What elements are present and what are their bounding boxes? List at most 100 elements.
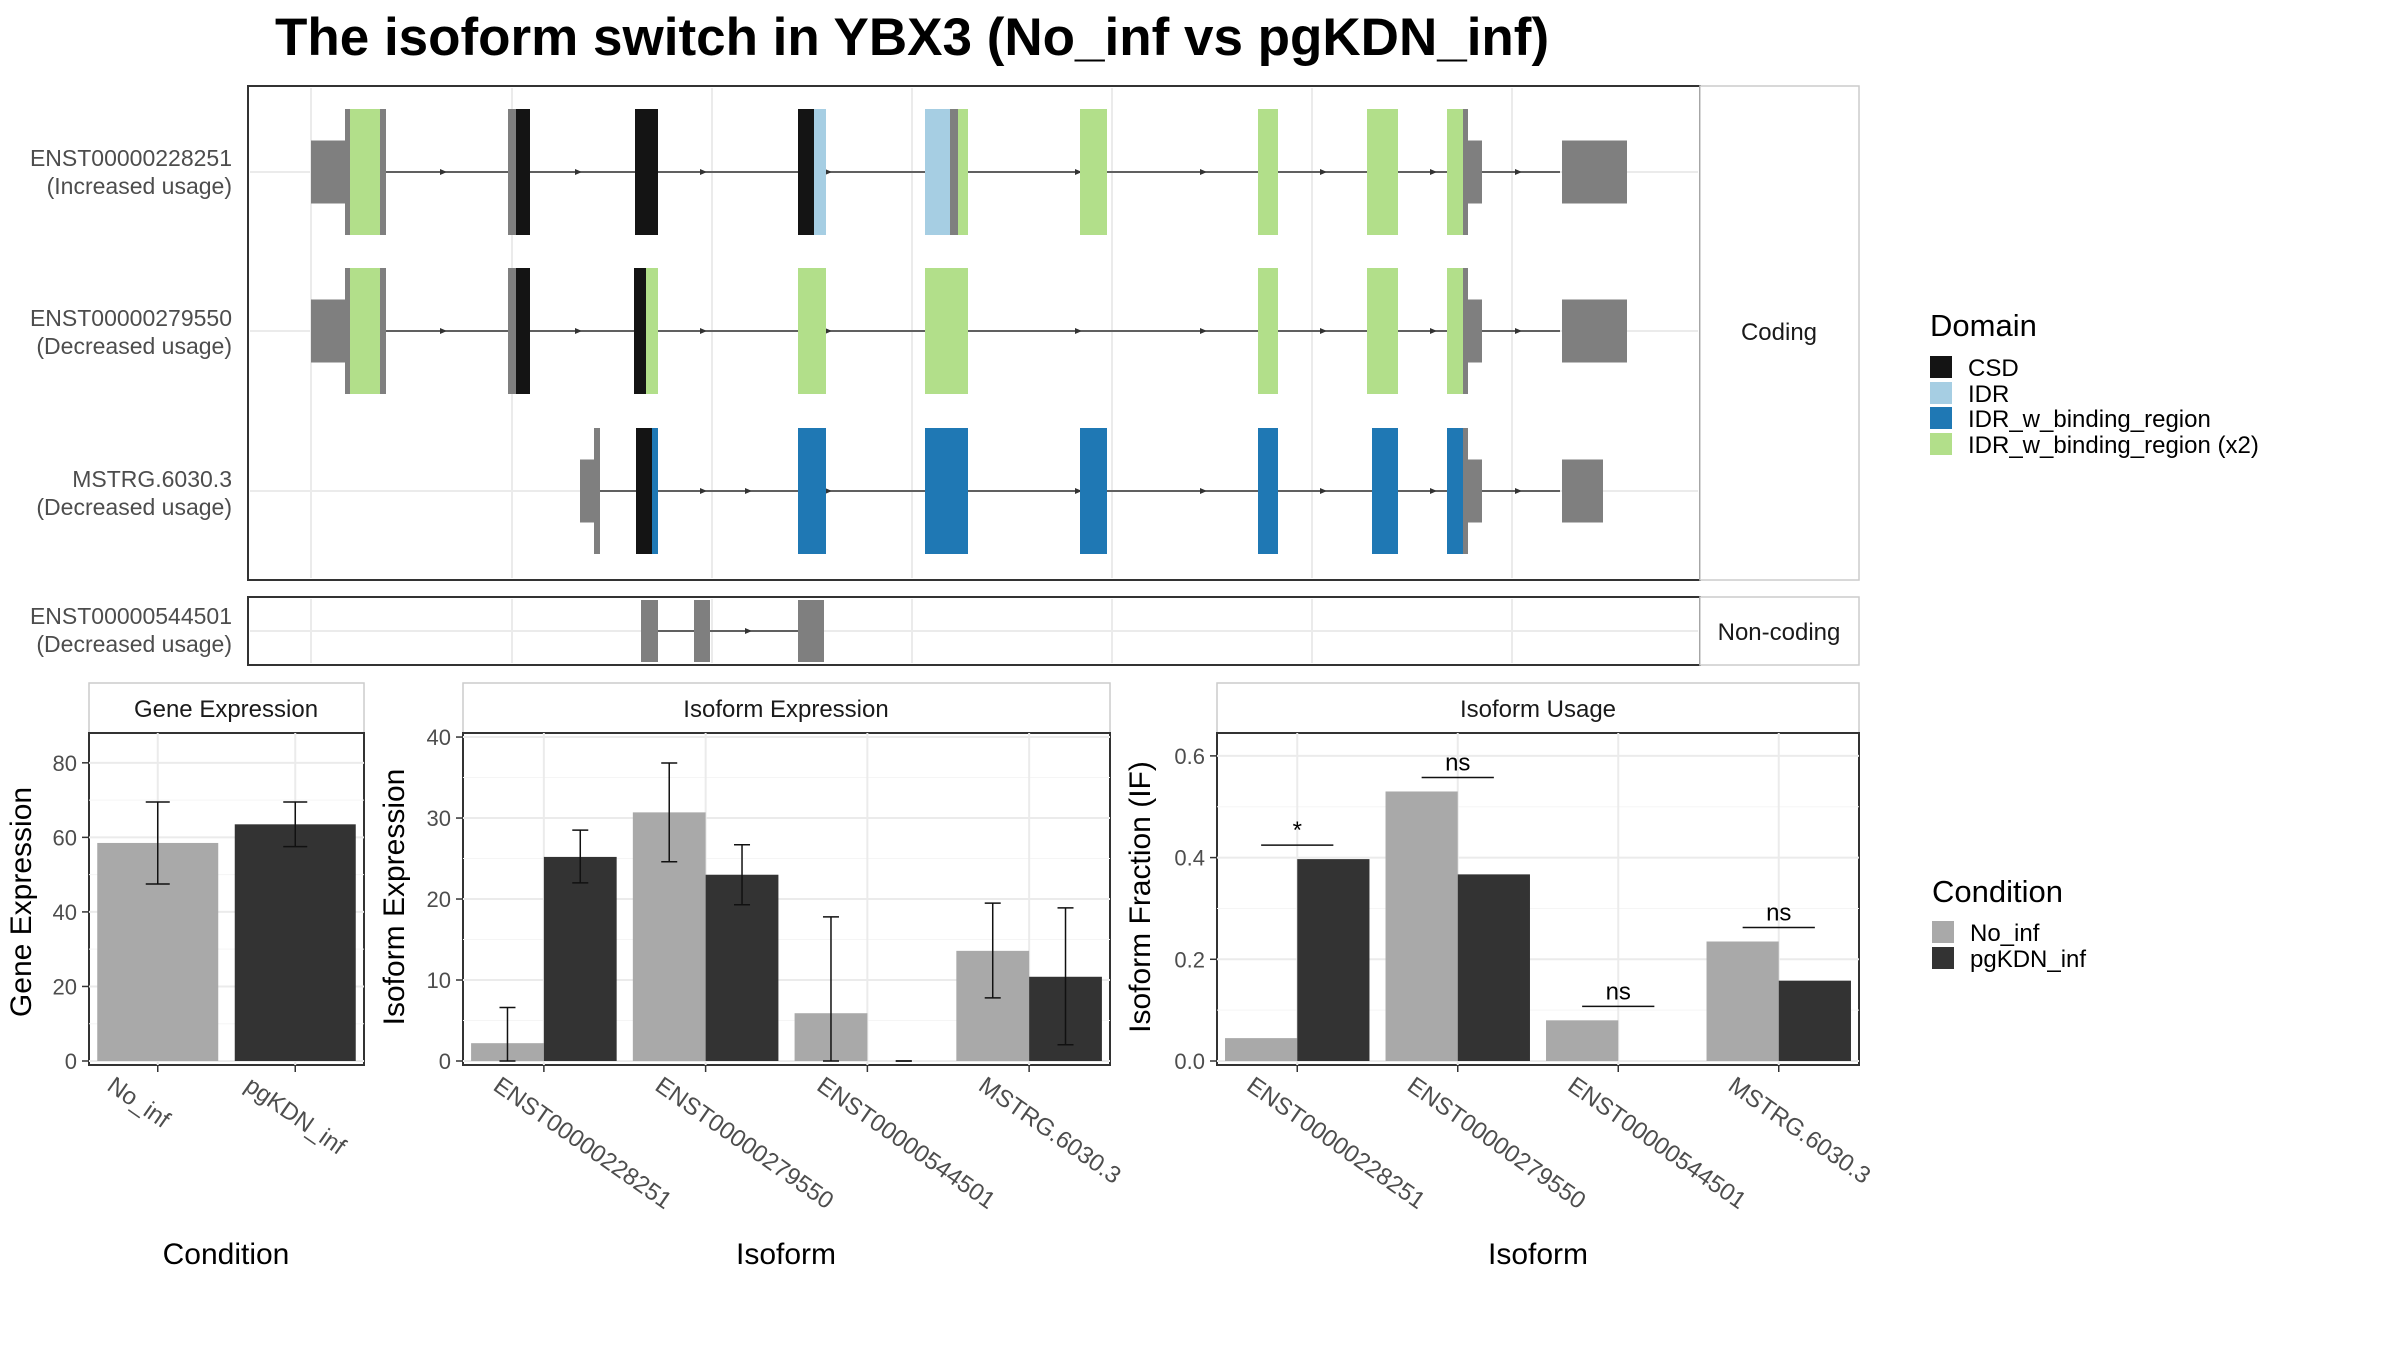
direction-arrow — [825, 488, 832, 494]
legend-label-idr: IDR — [1968, 381, 2009, 408]
direction-arrow — [1075, 169, 1082, 175]
legend-label-no-inf: No_inf — [1970, 920, 2040, 947]
condition-legend-title: Condition — [1932, 874, 2063, 909]
utr-block — [1468, 140, 1482, 204]
exon-block — [1258, 428, 1278, 554]
y-tick-label: 20 — [53, 974, 77, 999]
y-tick-label: 60 — [53, 825, 77, 850]
significance-label: ns — [1445, 749, 1470, 776]
exon-block — [1463, 428, 1468, 554]
transcript-id-label: MSTRG.6030.3 — [72, 466, 232, 492]
domain-legend: Domain CSD IDR IDR_w_binding_region IDR_… — [1930, 308, 2259, 459]
panel-strip-title: Gene Expression — [134, 696, 318, 723]
utr-block — [1562, 459, 1603, 523]
direction-arrow — [745, 488, 752, 494]
y-axis-title: Isoform Expression — [378, 769, 411, 1026]
transcript-usage-label: (Increased usage) — [47, 173, 232, 199]
bars — [97, 801, 356, 1061]
direction-arrow — [1200, 328, 1207, 334]
coding-panel-frame — [247, 85, 1701, 581]
legend-key-csd — [1930, 356, 1952, 378]
exon-block — [345, 268, 350, 394]
figure-title: The isoform switch in YBX3 (No_inf vs pg… — [275, 8, 1549, 67]
direction-arrow — [440, 169, 447, 175]
exon-block — [508, 109, 516, 235]
noncoding-strip-label: Non-coding — [1718, 619, 1841, 646]
exon-block — [1463, 109, 1468, 235]
legend-key-no-inf — [1932, 921, 1954, 943]
transcript-labels: ENST00000228251 (Increased usage) ENST00… — [30, 145, 232, 657]
y-tick-label: 0.6 — [1174, 744, 1205, 769]
significance-label: ns — [1606, 978, 1631, 1005]
bars — [1225, 791, 1851, 1061]
direction-arrow — [700, 169, 707, 175]
x-tick-label: pgKDN_inf — [240, 1072, 351, 1161]
y-tick-label: 0 — [65, 1049, 77, 1074]
transcript-structure-panel: Coding Non-coding ENST00000228251 (Incre… — [30, 85, 1860, 666]
x-axis-ticks: ENST00000228251ENST00000279550ENST000005… — [488, 1065, 1126, 1215]
y-axis-title: Gene Expression — [5, 787, 38, 1017]
exon-block — [1080, 109, 1107, 235]
x-tick-label: ENST00000544501 — [812, 1072, 1000, 1215]
exon-block — [380, 109, 386, 235]
bar — [1225, 1038, 1298, 1061]
exon-block — [1463, 268, 1468, 394]
isoform-usage-panel: Isoform Usage 0.0 0.2 0.4 0.6 ENST000002282… — [1124, 682, 1875, 1271]
direction-arrow — [700, 328, 707, 334]
exon-block — [798, 109, 814, 235]
legend-label-csd: CSD — [1968, 355, 2019, 382]
condition-legend: Condition No_inf pgKDN_inf — [1932, 874, 2086, 973]
bar — [1706, 941, 1779, 1061]
x-tick-label: MSTRG.6030.3 — [1723, 1072, 1875, 1190]
transcript-id-label: ENST00000279550 — [30, 305, 232, 331]
direction-arrow — [825, 328, 832, 334]
direction-arrow — [825, 169, 832, 175]
y-tick-label: 40 — [53, 900, 77, 925]
y-tick-label: 10 — [427, 968, 451, 993]
exon-block — [1258, 109, 1278, 235]
y-tick-label: 40 — [427, 725, 451, 750]
exon-block — [1447, 428, 1463, 554]
bar — [705, 874, 779, 1061]
panel-strip-title: Isoform Usage — [1460, 696, 1616, 723]
x-axis-title: Condition — [163, 1238, 290, 1271]
legend-key-idr — [1930, 382, 1952, 404]
x-tick-label: ENST00000279550 — [650, 1072, 838, 1215]
legend-label-pgkdn-inf: pgKDN_inf — [1970, 946, 2086, 973]
direction-arrow — [1430, 488, 1437, 494]
y-axis-ticks: 0 10 20 30 40 — [427, 725, 463, 1074]
legend-label-idr-binding: IDR_w_binding_region — [1968, 406, 2211, 433]
noncoding-strip — [1699, 596, 1860, 666]
y-tick-label: 30 — [427, 806, 451, 831]
direction-arrow — [1200, 488, 1207, 494]
coding-strip — [1699, 85, 1860, 581]
exon-block — [925, 109, 950, 235]
bar — [1457, 874, 1530, 1061]
exon-block — [350, 268, 380, 394]
exon-block — [594, 428, 600, 554]
bar — [543, 856, 617, 1061]
utr-block — [311, 140, 345, 204]
transcript-usage-label: (Decreased usage) — [36, 333, 232, 359]
x-tick-label: MSTRG.6030.3 — [974, 1072, 1126, 1190]
direction-arrow — [1320, 328, 1327, 334]
y-axis-ticks: 0.0 0.2 0.4 0.6 — [1174, 744, 1217, 1074]
x-axis-ticks: No_inf pgKDN_inf — [102, 1065, 351, 1161]
legend-key-idr-binding — [1930, 407, 1952, 429]
x-axis-title: Isoform — [736, 1238, 836, 1271]
direction-arrow — [575, 169, 582, 175]
direction-arrow — [1075, 328, 1082, 334]
significance-label: * — [1293, 817, 1302, 844]
exon-block — [798, 428, 826, 554]
coding-strip-label: Coding — [1741, 319, 1817, 346]
direction-arrow — [700, 488, 707, 494]
x-axis-ticks: ENST00000228251ENST00000279550ENST000005… — [1242, 1065, 1875, 1215]
direction-arrow — [1200, 169, 1207, 175]
x-tick-label: ENST00000228251 — [488, 1072, 676, 1215]
y-tick-label: 0.4 — [1174, 846, 1205, 871]
utr-block — [311, 299, 345, 363]
exon-block — [508, 268, 516, 394]
exon-block — [380, 268, 386, 394]
y-axis-ticks: 0 20 40 60 80 — [53, 751, 89, 1074]
gene-expression-panel: Gene Expression 0 20 40 60 80 No_inf pgKDN_in… — [5, 682, 365, 1271]
